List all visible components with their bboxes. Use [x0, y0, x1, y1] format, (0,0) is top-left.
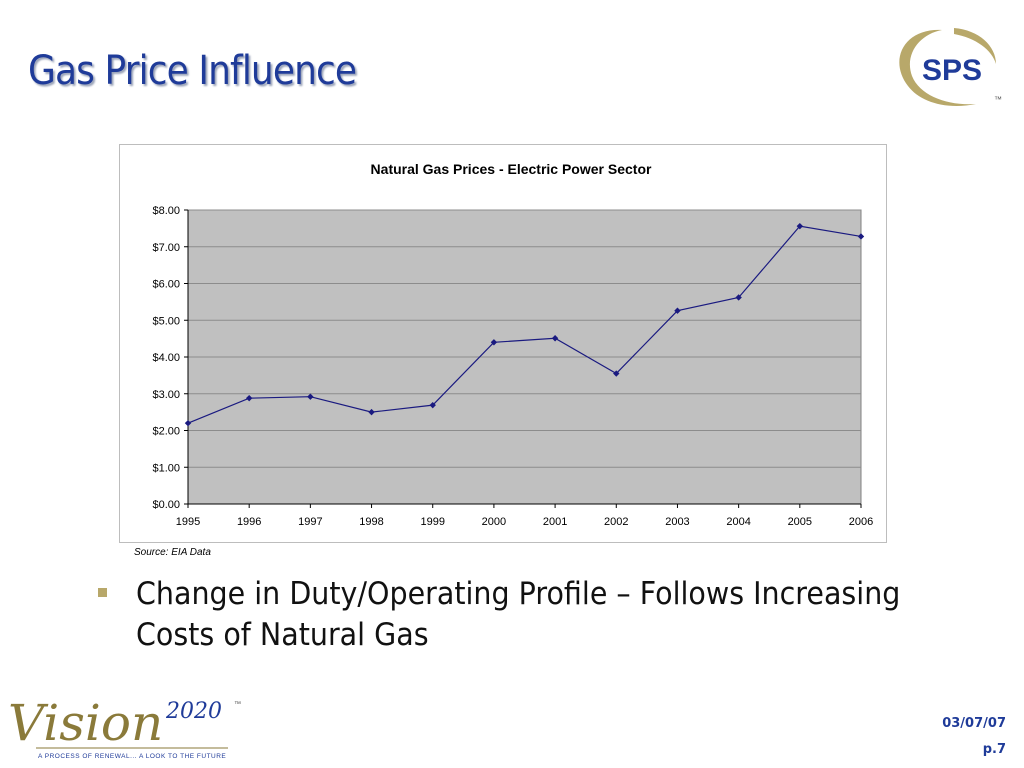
y-tick-label: $5.00	[152, 315, 180, 327]
chart-title: Natural Gas Prices - Electric Power Sect…	[371, 161, 652, 177]
x-tick-label: 1999	[420, 516, 444, 528]
slide-page-number: p.7	[982, 742, 1006, 757]
y-tick-label: $8.00	[152, 205, 180, 217]
y-tick-label: $6.00	[152, 279, 180, 291]
vision-logo: Vision 2020 ™ A PROCESS OF RENEWAL... A …	[8, 694, 241, 760]
data-point	[490, 339, 498, 346]
bullet-text: Change in Duty/Operating Profile – Follo…	[136, 576, 901, 653]
chart: Natural Gas Prices - Electric Power Sect…	[119, 144, 887, 558]
y-tick-label: $4.00	[152, 352, 180, 364]
sps-logo-text: SPS	[922, 54, 982, 87]
y-tick-label: $0.00	[152, 499, 180, 511]
x-tick-label: 1996	[237, 516, 261, 528]
data-point	[613, 370, 620, 377]
data-point	[368, 408, 375, 416]
bullet-marker-icon	[98, 588, 107, 597]
slide-date: 03/07/07	[942, 716, 1006, 731]
chart-svg: Natural Gas Prices - Electric Power Sect…	[152, 161, 873, 528]
y-tick-label: $3.00	[152, 389, 180, 401]
vision-logo-word: Vision	[8, 694, 163, 752]
x-tick-label: 2003	[665, 516, 689, 528]
x-tick-label: 2004	[726, 516, 750, 528]
vision-logo-tm: ™	[234, 701, 241, 708]
sps-logo: SPS ™	[899, 28, 1002, 106]
data-point	[857, 233, 865, 240]
y-tick-label: $7.00	[152, 242, 180, 254]
vision-logo-tagline: A PROCESS OF RENEWAL... A LOOK TO THE FU…	[38, 753, 226, 760]
sps-logo-swoosh-2	[954, 28, 996, 64]
x-tick-label: 1995	[176, 516, 200, 528]
data-point	[796, 222, 804, 230]
data-point	[307, 393, 314, 400]
x-tick-label: 1997	[298, 516, 322, 528]
x-tick-label: 1998	[359, 516, 383, 528]
x-tick-label: 2005	[788, 516, 812, 528]
chart-source: Source: EIA Data	[134, 547, 211, 558]
vision-logo-year: 2020	[165, 699, 222, 724]
data-point	[735, 294, 742, 301]
y-tick-label: $2.00	[152, 426, 180, 438]
x-tick-label: 2000	[482, 516, 506, 528]
x-tick-label: 2006	[849, 516, 873, 528]
series-line	[187, 225, 862, 424]
x-tick-label: 2001	[543, 516, 567, 528]
data-point	[429, 401, 436, 409]
data-point	[674, 307, 681, 314]
x-tick-label: 2002	[604, 516, 628, 528]
page-title: Gas Price Influence	[28, 48, 357, 94]
y-tick-label: $1.00	[152, 462, 180, 474]
sps-logo-swoosh	[899, 29, 976, 106]
sps-logo-tm: ™	[994, 95, 1002, 104]
